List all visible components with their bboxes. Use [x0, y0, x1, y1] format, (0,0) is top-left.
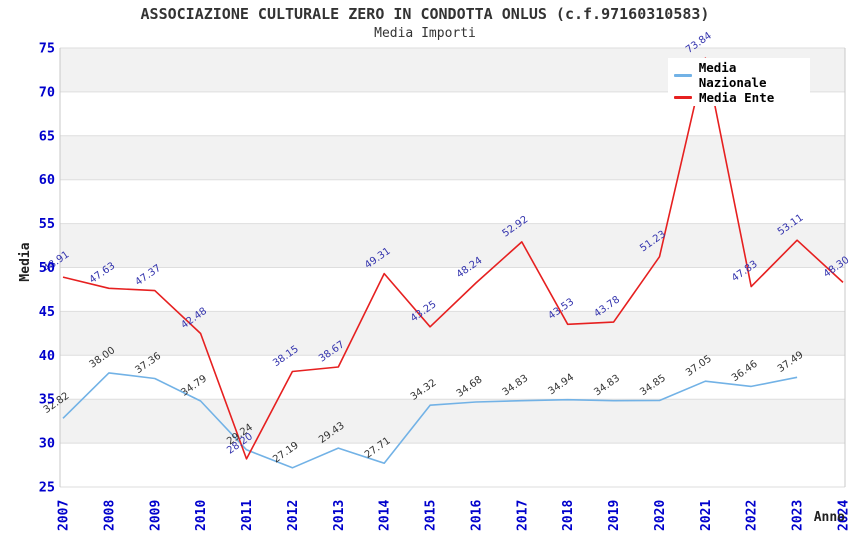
plot-band	[60, 223, 845, 268]
y-tick-label: 45	[39, 304, 55, 320]
plot-band	[60, 311, 845, 356]
x-tick-label: 2011	[240, 500, 255, 531]
x-tick-label: 2013	[332, 500, 347, 531]
legend-label-media-ente: Media Ente	[699, 90, 775, 105]
x-tick-label: 2012	[286, 500, 301, 531]
y-tick-label: 30	[39, 436, 55, 452]
x-axis-title: Anno	[814, 510, 845, 525]
x-tick-label: 2014	[378, 500, 393, 531]
plot-band	[60, 355, 845, 400]
y-tick-label: 25	[39, 480, 55, 496]
plot-band	[60, 443, 845, 487]
series-line-media-nazionale	[62, 372, 798, 469]
y-axis-title: Media	[18, 242, 33, 281]
x-tick-label: 2010	[194, 500, 209, 531]
chart-subtitle: Media Importi	[374, 26, 476, 41]
x-tick-label: 2007	[57, 500, 72, 531]
legend-label-media-nazionale: Media Nazionale	[698, 60, 767, 90]
x-tick-label: 2020	[653, 500, 668, 531]
plot-band	[60, 135, 845, 180]
chart-legend: Media Nazionale Media Ente	[668, 58, 810, 106]
x-tick-label: 2015	[424, 500, 439, 531]
y-tick-label: 65	[39, 128, 55, 144]
x-tick-label: 2019	[607, 500, 622, 531]
x-tick-label: 2021	[699, 500, 714, 531]
legend-item-media-nazionale[interactable]: Media Nazionale	[668, 60, 810, 90]
y-tick-label: 50	[39, 260, 55, 276]
y-tick-label: 55	[39, 216, 55, 232]
y-tick-label: 40	[39, 348, 55, 364]
x-tick-label: 2008	[102, 500, 117, 531]
y-tick-label: 75	[39, 41, 55, 57]
plot-band	[60, 399, 845, 444]
x-tick-label: 2017	[515, 500, 530, 531]
legend-item-media-ente[interactable]: Media Ente	[668, 90, 810, 105]
x-tick-label: 2024	[837, 500, 850, 531]
plot-band	[60, 179, 845, 224]
x-tick-label: 2022	[745, 500, 760, 531]
plot-band	[60, 267, 845, 312]
x-tick-label: 2023	[791, 500, 806, 531]
y-tick-label: 60	[39, 172, 55, 188]
legend-swatch-media-nazionale	[674, 73, 692, 77]
x-tick-label: 2018	[561, 500, 576, 531]
y-tick-label: 70	[39, 84, 55, 100]
legend-swatch-media-ente	[674, 96, 692, 99]
chart-title: ASSOCIAZIONE CULTURALE ZERO IN CONDOTTA …	[140, 5, 710, 23]
x-tick-label: 2009	[148, 500, 163, 531]
x-tick-label: 2016	[469, 500, 484, 531]
y-tick-label: 35	[39, 392, 55, 408]
